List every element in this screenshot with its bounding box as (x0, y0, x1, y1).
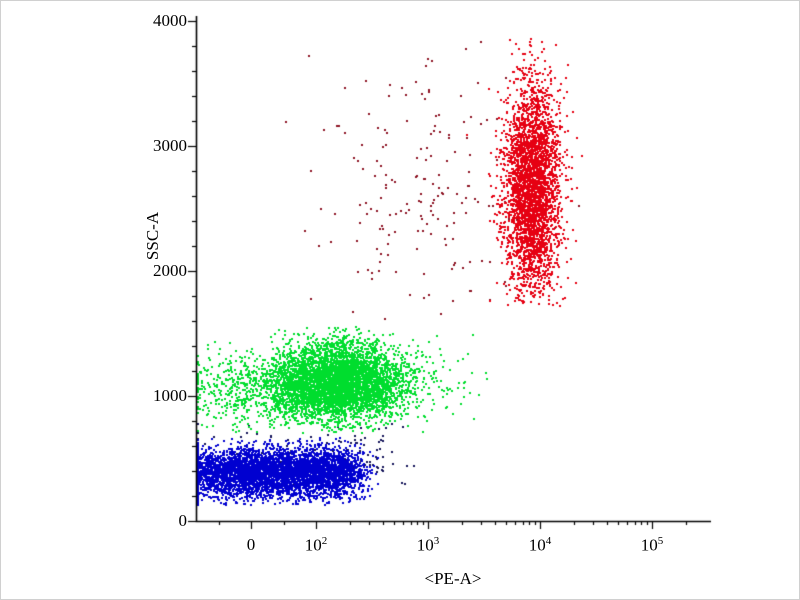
x-tick-label-4: 105 (640, 535, 664, 555)
y-tick-label-3: 3000 (153, 136, 187, 155)
y-tick-label-1: 1000 (153, 386, 187, 405)
y-tick-label-4: 4000 (153, 11, 187, 30)
y-tick-label-2: 2000 (153, 261, 187, 280)
x-tick-label-2: 103 (416, 535, 440, 555)
x-tick-label-0: 0 (246, 535, 256, 554)
y-tick-label-0: 0 (178, 511, 188, 530)
x-tick-label-3: 104 (528, 535, 552, 555)
x-tick-label-1: 102 (304, 535, 328, 555)
y-axis-title: SSC-A (143, 211, 162, 261)
x-axis-title: <PE-A> (424, 569, 482, 588)
